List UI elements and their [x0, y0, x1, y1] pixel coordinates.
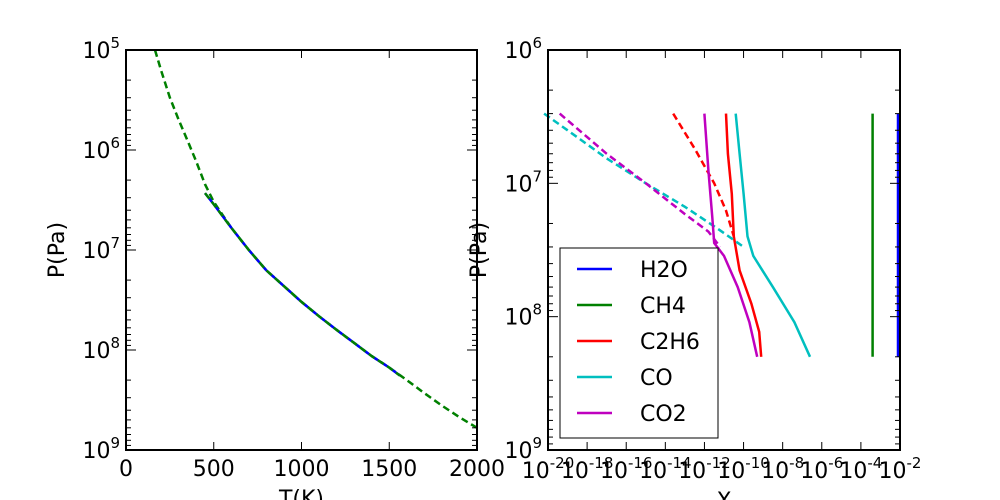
right-y-tick-label: 109 [504, 434, 542, 464]
legend-label-H2O: H2O [640, 258, 688, 283]
right-x-tick-label: 10-14 [639, 454, 692, 484]
left-axis-ticks: 0 500 1000 1500 2000 105 106 107 108 109 [82, 34, 505, 482]
right-plot-frame [547, 49, 901, 451]
legend-label-CO2: CO2 [640, 402, 687, 427]
left-x-axis-label: T(K) [278, 487, 324, 500]
right-y-tick-label: 107 [504, 167, 542, 197]
left-series-line-0 [153, 49, 478, 429]
left-x-tick-label: 1500 [361, 457, 417, 482]
right-series-line-C2H6 [672, 112, 735, 237]
legend-box [559, 247, 719, 439]
left-series-line-1 [204, 192, 401, 377]
right-x-tick-label: 10-4 [839, 454, 882, 484]
right-series-line-CO [734, 113, 812, 358]
left-y-tick-label: 106 [82, 134, 120, 164]
right-x-tick-label: 10-16 [600, 454, 653, 484]
legend-label-C2H6: C2H6 [640, 330, 700, 355]
right-x-tick-label: 10-6 [800, 454, 843, 484]
right-x-tick-label: 10-2 [879, 454, 922, 484]
left-plot-frame [125, 49, 478, 451]
right-x-tick-label: 10-8 [761, 454, 804, 484]
right-x-axis-label: X [716, 489, 731, 500]
right-x-tick-label: 10-10 [717, 454, 770, 484]
right-series-line-CO2 [703, 113, 759, 358]
right-y-axis-label: P(Pa) [467, 222, 492, 278]
legend-label-CH4: CH4 [640, 294, 686, 319]
right-series-line-C2H6 [724, 113, 763, 357]
right-x-tick-label: 10-18 [561, 454, 614, 484]
right-x-tick-label: 10-20 [522, 454, 575, 484]
left-series-line-2 [204, 192, 401, 377]
legend: H2O CH4 C2H6 CO CO2 [559, 247, 719, 439]
right-axis-ticks: 10-2010-1810-1610-1410-1210-1010-810-610… [504, 34, 921, 484]
left-x-tick-label: 0 [119, 457, 133, 482]
left-y-tick-label: 105 [82, 34, 120, 64]
right-y-tick-label: 108 [504, 301, 542, 331]
right-x-tick-label: 10-12 [678, 454, 731, 484]
right-chart-panel: 10-2010-1810-1610-1410-1210-1010-810-610… [467, 34, 921, 500]
left-y-axis-label: P(Pa) [45, 222, 70, 278]
right-y-tick-label: 106 [504, 34, 542, 64]
left-y-tick-label: 107 [82, 234, 120, 264]
legend-label-CO: CO [640, 366, 673, 391]
left-y-tick-label: 109 [82, 434, 120, 464]
left-x-tick-label: 1000 [274, 457, 330, 482]
left-y-tick-label: 108 [82, 334, 120, 364]
left-series-layer [153, 49, 478, 429]
right-series-line-CO2 [558, 112, 722, 248]
left-x-tick-label: 2000 [449, 457, 505, 482]
left-x-tick-label: 500 [193, 457, 235, 482]
left-chart-panel: 0 500 1000 1500 2000 105 106 107 108 109 T(K) P(P… [45, 34, 505, 500]
